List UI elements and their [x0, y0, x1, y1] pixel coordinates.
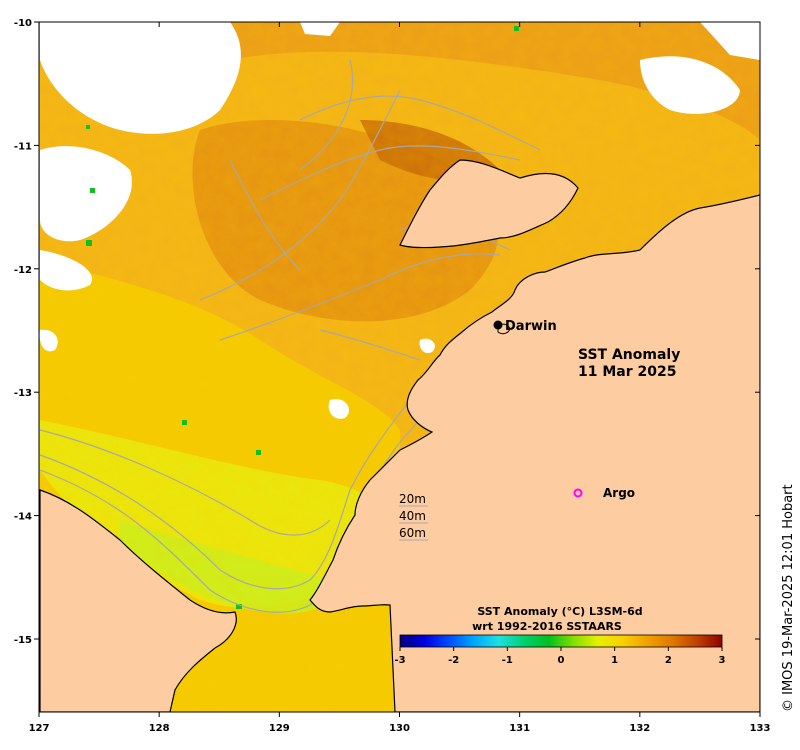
northern-territory-mainland [309, 194, 760, 712]
colorbar-tick-label: 3 [719, 655, 726, 666]
depth-legend: 20m 40m 60m [399, 492, 428, 541]
y-tick-label: -10 [14, 18, 32, 29]
x-tick-label: 127 [29, 723, 50, 734]
x-tick-label: 132 [629, 723, 650, 734]
y-tick-label: -11 [14, 141, 32, 152]
x-tick-label: 131 [509, 723, 530, 734]
colorbar-tick-label: -2 [448, 655, 459, 666]
depth-legend-40m: 40m [399, 509, 426, 523]
x-tick-label: 130 [389, 723, 410, 734]
colorbar: SST Anomaly (°C) L3SM-6d wrt 1992-2016 S… [394, 605, 725, 666]
y-tick-label: -14 [14, 512, 32, 523]
depth-contours [39, 59, 541, 613]
credit-text: © IMOS 19-Mar-2025 12:01 Hobart [781, 484, 796, 712]
depth-legend-20m: 20m [399, 492, 426, 506]
land-mass [39, 159, 760, 712]
colorbar-bar [399, 634, 723, 648]
map-plot-area [39, 22, 760, 712]
depth-legend-60m: 60m [399, 526, 426, 540]
darwin-marker [493, 320, 503, 330]
argo-marker [573, 488, 583, 498]
darwin-label: Darwin [505, 319, 557, 334]
cool-specks [86, 26, 519, 609]
colorbar-title: SST Anomaly (°C) L3SM-6d [477, 605, 642, 618]
x-tick-label: 133 [750, 723, 771, 734]
argo-label: Argo [603, 486, 635, 500]
y-tick-label: -15 [14, 635, 32, 646]
colorbar-tick-label: 1 [611, 655, 618, 666]
map-title: SST Anomaly [578, 347, 680, 363]
tiwi-islands [399, 159, 579, 249]
colorbar-tick-label: -3 [394, 655, 405, 666]
colorbar-ticks: -3 -2 -1 0 1 2 3 [394, 647, 726, 666]
colorbar-tick-label: -1 [502, 655, 513, 666]
x-tick-label: 129 [269, 723, 290, 734]
colorbar-tick-label: 2 [665, 655, 672, 666]
map-date: 11 Mar 2025 [578, 364, 676, 380]
colorbar-tick-label: 0 [558, 655, 565, 666]
x-axis: 127 128 129 130 131 132 133 [29, 22, 771, 734]
x-tick-label: 128 [149, 723, 170, 734]
south-west-coast [39, 489, 237, 712]
colorbar-subtitle: wrt 1992-2016 SSTAARS [472, 620, 622, 633]
y-axis: -10 -11 -12 -13 -14 -15 [14, 18, 760, 646]
y-tick-label: -13 [14, 388, 32, 399]
y-tick-label: -12 [14, 265, 32, 276]
